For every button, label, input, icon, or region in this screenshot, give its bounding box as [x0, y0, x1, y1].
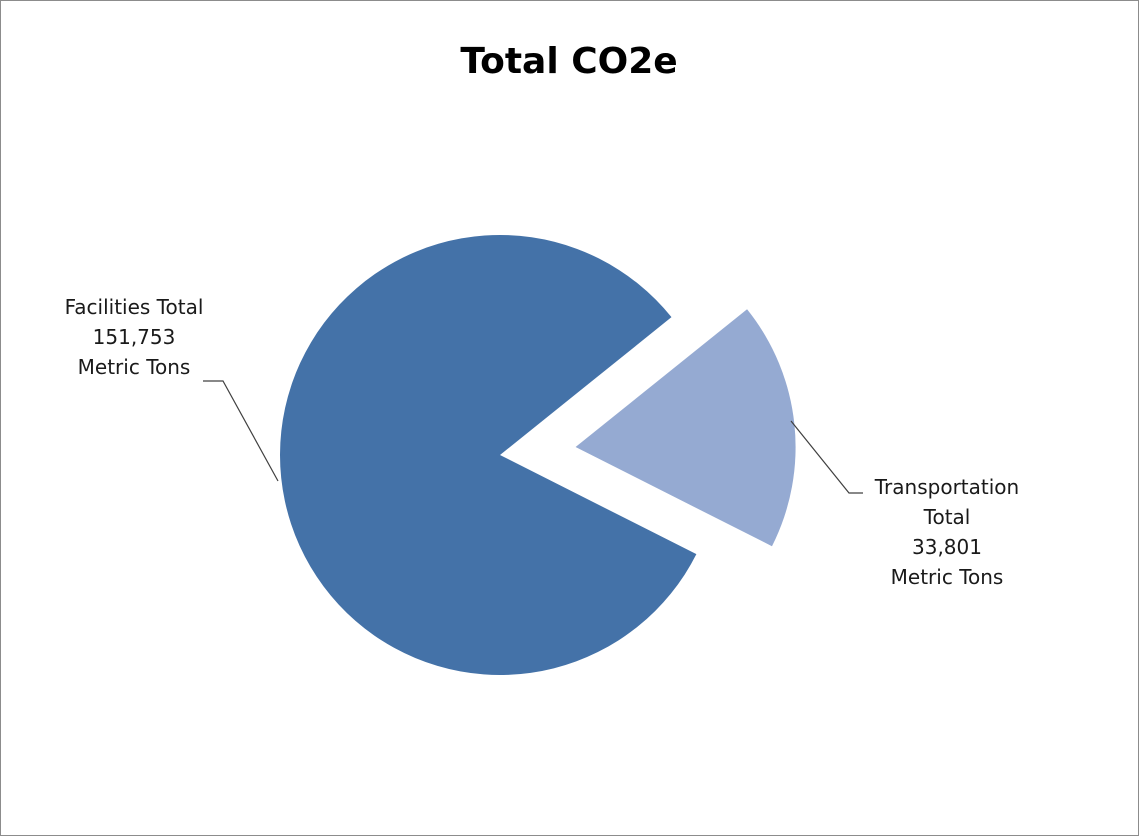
pie-slices [279, 234, 796, 676]
data-label-facilities: Facilities Total 151,753 Metric Tons [65, 295, 204, 379]
chart-title: Total CO2e [460, 41, 677, 82]
leader-line-facilities [203, 380, 279, 482]
data-label-line: Facilities Total [65, 295, 204, 319]
data-label-transportation: Transportation Total 33,801 Metric Tons [874, 475, 1019, 589]
data-label-line: 151,753 [93, 325, 176, 349]
data-label-line: Metric Tons [78, 355, 191, 379]
pie-slice-facilities [279, 234, 697, 676]
data-label-line: Transportation [874, 475, 1019, 499]
slice-labels: Facilities Total 151,753 Metric TonsTransp… [65, 295, 1020, 589]
leader-line-transportation [790, 420, 863, 494]
data-label-line: Total [923, 505, 971, 529]
pie-slice-transportation [575, 309, 796, 547]
data-label-line: Metric Tons [891, 565, 1004, 589]
data-label-line: 33,801 [912, 535, 982, 559]
